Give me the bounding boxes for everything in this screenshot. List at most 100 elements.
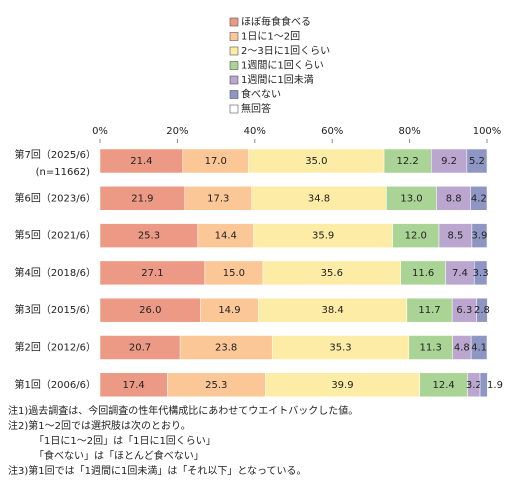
category-label: 第6回（2023/6）: [14, 191, 96, 204]
category-label: 第2回（2012/6）: [14, 341, 96, 354]
value-label: 8.8: [446, 193, 462, 204]
bar-segment: [99, 372, 168, 398]
value-label: 7.4: [452, 268, 468, 279]
legend-label: 1日に1～2回: [241, 31, 300, 43]
bar-segment: [386, 186, 437, 211]
value-label: 14.4: [215, 231, 237, 242]
value-label: 4.8: [454, 343, 470, 354]
x-tick-label: 100%: [473, 126, 502, 137]
note: 「1日に1～2回」は「1日に1回くらい」: [34, 435, 216, 447]
value-label: 12.4: [433, 380, 455, 391]
legend-swatch: [229, 17, 239, 27]
legend-label: ほぼ毎食食べる: [241, 15, 311, 28]
value-label: 11.7: [418, 305, 440, 316]
bar-segment: [466, 148, 488, 174]
bar-segment: [200, 297, 259, 323]
note: 「食べない」は「ほとんど食べない」: [34, 449, 204, 462]
legend-label: 1週間に1回未満: [241, 74, 314, 86]
value-label: 35.3: [329, 343, 351, 354]
value-label: 12.0: [405, 231, 427, 242]
category-label: 第5回（2021/6）: [14, 229, 96, 242]
bar-segment: [392, 223, 440, 248]
legend-swatch: [229, 90, 239, 99]
bar-segment: [253, 223, 393, 248]
x-tick-label: 80%: [398, 126, 420, 137]
value-label: 3.3: [473, 268, 489, 279]
category-label: 第7回（2025/6）: [14, 148, 96, 161]
value-label: 17.3: [207, 193, 229, 204]
bar-segment: [197, 223, 254, 248]
note: 注1)過去調査は、今回調査の性年代構成比にあわせてウエイトバックした値。: [8, 404, 358, 417]
value-label: 5.2: [469, 156, 485, 167]
value-label: 35.0: [305, 156, 327, 167]
value-label: 12.2: [397, 156, 419, 167]
legend-swatch: [229, 104, 239, 114]
bar-segment: [99, 148, 184, 174]
legend-label: 2～3日に1回くらい: [241, 45, 330, 57]
legend-swatch: [229, 75, 239, 85]
bar-segment: [262, 260, 401, 286]
value-label: 4.1: [471, 343, 487, 354]
bar-segment: [264, 372, 420, 398]
bar-segment: [251, 186, 387, 211]
bar-segment: [179, 335, 273, 360]
value-label: 27.1: [141, 268, 163, 279]
value-label: 35.6: [321, 268, 343, 279]
bar-segment: [431, 148, 468, 174]
value-label: 17.0: [205, 156, 227, 167]
category-note: (n=11662): [36, 167, 90, 178]
bar-segment: [470, 186, 488, 211]
value-label: 3.2: [466, 380, 482, 391]
category-label: 第4回（2018/6）: [14, 266, 96, 279]
value-label: 21.9: [131, 193, 153, 204]
value-label: 21.4: [130, 156, 152, 167]
bar-segment: [271, 335, 410, 360]
value-label: 25.3: [205, 380, 227, 391]
bar-segment: [184, 186, 252, 211]
x-tick-label: 20%: [166, 126, 188, 137]
bar-segment: [204, 260, 264, 286]
value-label: 20.7: [129, 343, 151, 354]
bar-segment: [99, 186, 186, 211]
legend-swatch: [229, 61, 239, 70]
value-label: 4.2: [471, 193, 487, 204]
bar-segment: [470, 335, 488, 360]
x-tick-label: 0%: [92, 126, 108, 137]
note: 注3)第1回では「1週間に1回未満」は「それ以下」となっている。: [8, 464, 307, 477]
value-label: 14.9: [218, 305, 240, 316]
value-label: 38.4: [321, 305, 343, 316]
bar-segment: [400, 260, 446, 286]
value-label: 1.9: [487, 380, 503, 391]
bar-segment: [473, 260, 488, 286]
legend-swatch: [229, 46, 239, 56]
value-label: 2.8: [474, 305, 490, 316]
value-label: 8.5: [448, 231, 464, 242]
value-label: 3.9: [472, 231, 488, 242]
bar-segment: [383, 148, 432, 174]
bar-segment: [445, 260, 475, 286]
category-label: 第3回（2015/6）: [14, 303, 96, 316]
value-label: 6.3: [456, 305, 472, 316]
value-label: 15.0: [223, 268, 245, 279]
value-label: 11.6: [412, 268, 434, 279]
value-label: 26.0: [139, 305, 161, 316]
value-label: 35.9: [312, 231, 334, 242]
legend-swatch: [229, 32, 239, 41]
value-label: 23.8: [215, 343, 237, 354]
legend-label: 無回答: [241, 102, 271, 115]
bar-segment: [408, 335, 453, 360]
category-label: 第1回（2006/6）: [14, 378, 96, 391]
bar-segment: [451, 297, 477, 323]
legend-label: 1週間に1回くらい: [241, 60, 324, 72]
bar-segment: [406, 297, 453, 323]
bar-segment: [167, 372, 266, 398]
value-label: 25.3: [138, 231, 160, 242]
value-label: 39.9: [331, 380, 353, 391]
bar-segment: [99, 297, 201, 323]
note: 注2)第1～2回では選択肢は次のとおり。: [8, 419, 191, 432]
bar-segment: [476, 297, 488, 323]
bar-segment: [419, 372, 468, 398]
legend-label: 食べない: [241, 88, 281, 101]
bar-segment: [258, 297, 408, 323]
